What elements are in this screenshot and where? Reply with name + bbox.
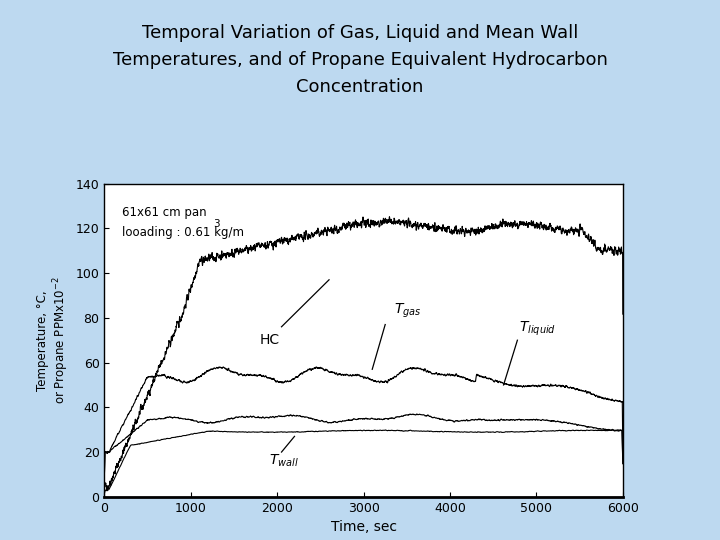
Text: $T_{wall}$: $T_{wall}$ bbox=[269, 453, 298, 469]
Y-axis label: Temperature, °C,
or Propane PPMx10$^{-2}$: Temperature, °C, or Propane PPMx10$^{-2}… bbox=[36, 276, 71, 404]
Text: Concentration: Concentration bbox=[297, 78, 423, 96]
Text: $T_{liquid}$: $T_{liquid}$ bbox=[519, 320, 557, 338]
Text: 3: 3 bbox=[213, 219, 220, 230]
X-axis label: Time, sec: Time, sec bbox=[330, 520, 397, 534]
Text: $T_{gas}$: $T_{gas}$ bbox=[394, 302, 421, 320]
Text: 61x61 cm pan: 61x61 cm pan bbox=[122, 206, 207, 219]
Text: Temperatures, and of Propane Equivalent Hydrocarbon: Temperatures, and of Propane Equivalent … bbox=[112, 51, 608, 69]
Text: looading : 0.61 kg/m: looading : 0.61 kg/m bbox=[122, 226, 243, 239]
Text: HC: HC bbox=[260, 333, 280, 347]
Text: Temporal Variation of Gas, Liquid and Mean Wall: Temporal Variation of Gas, Liquid and Me… bbox=[142, 24, 578, 42]
